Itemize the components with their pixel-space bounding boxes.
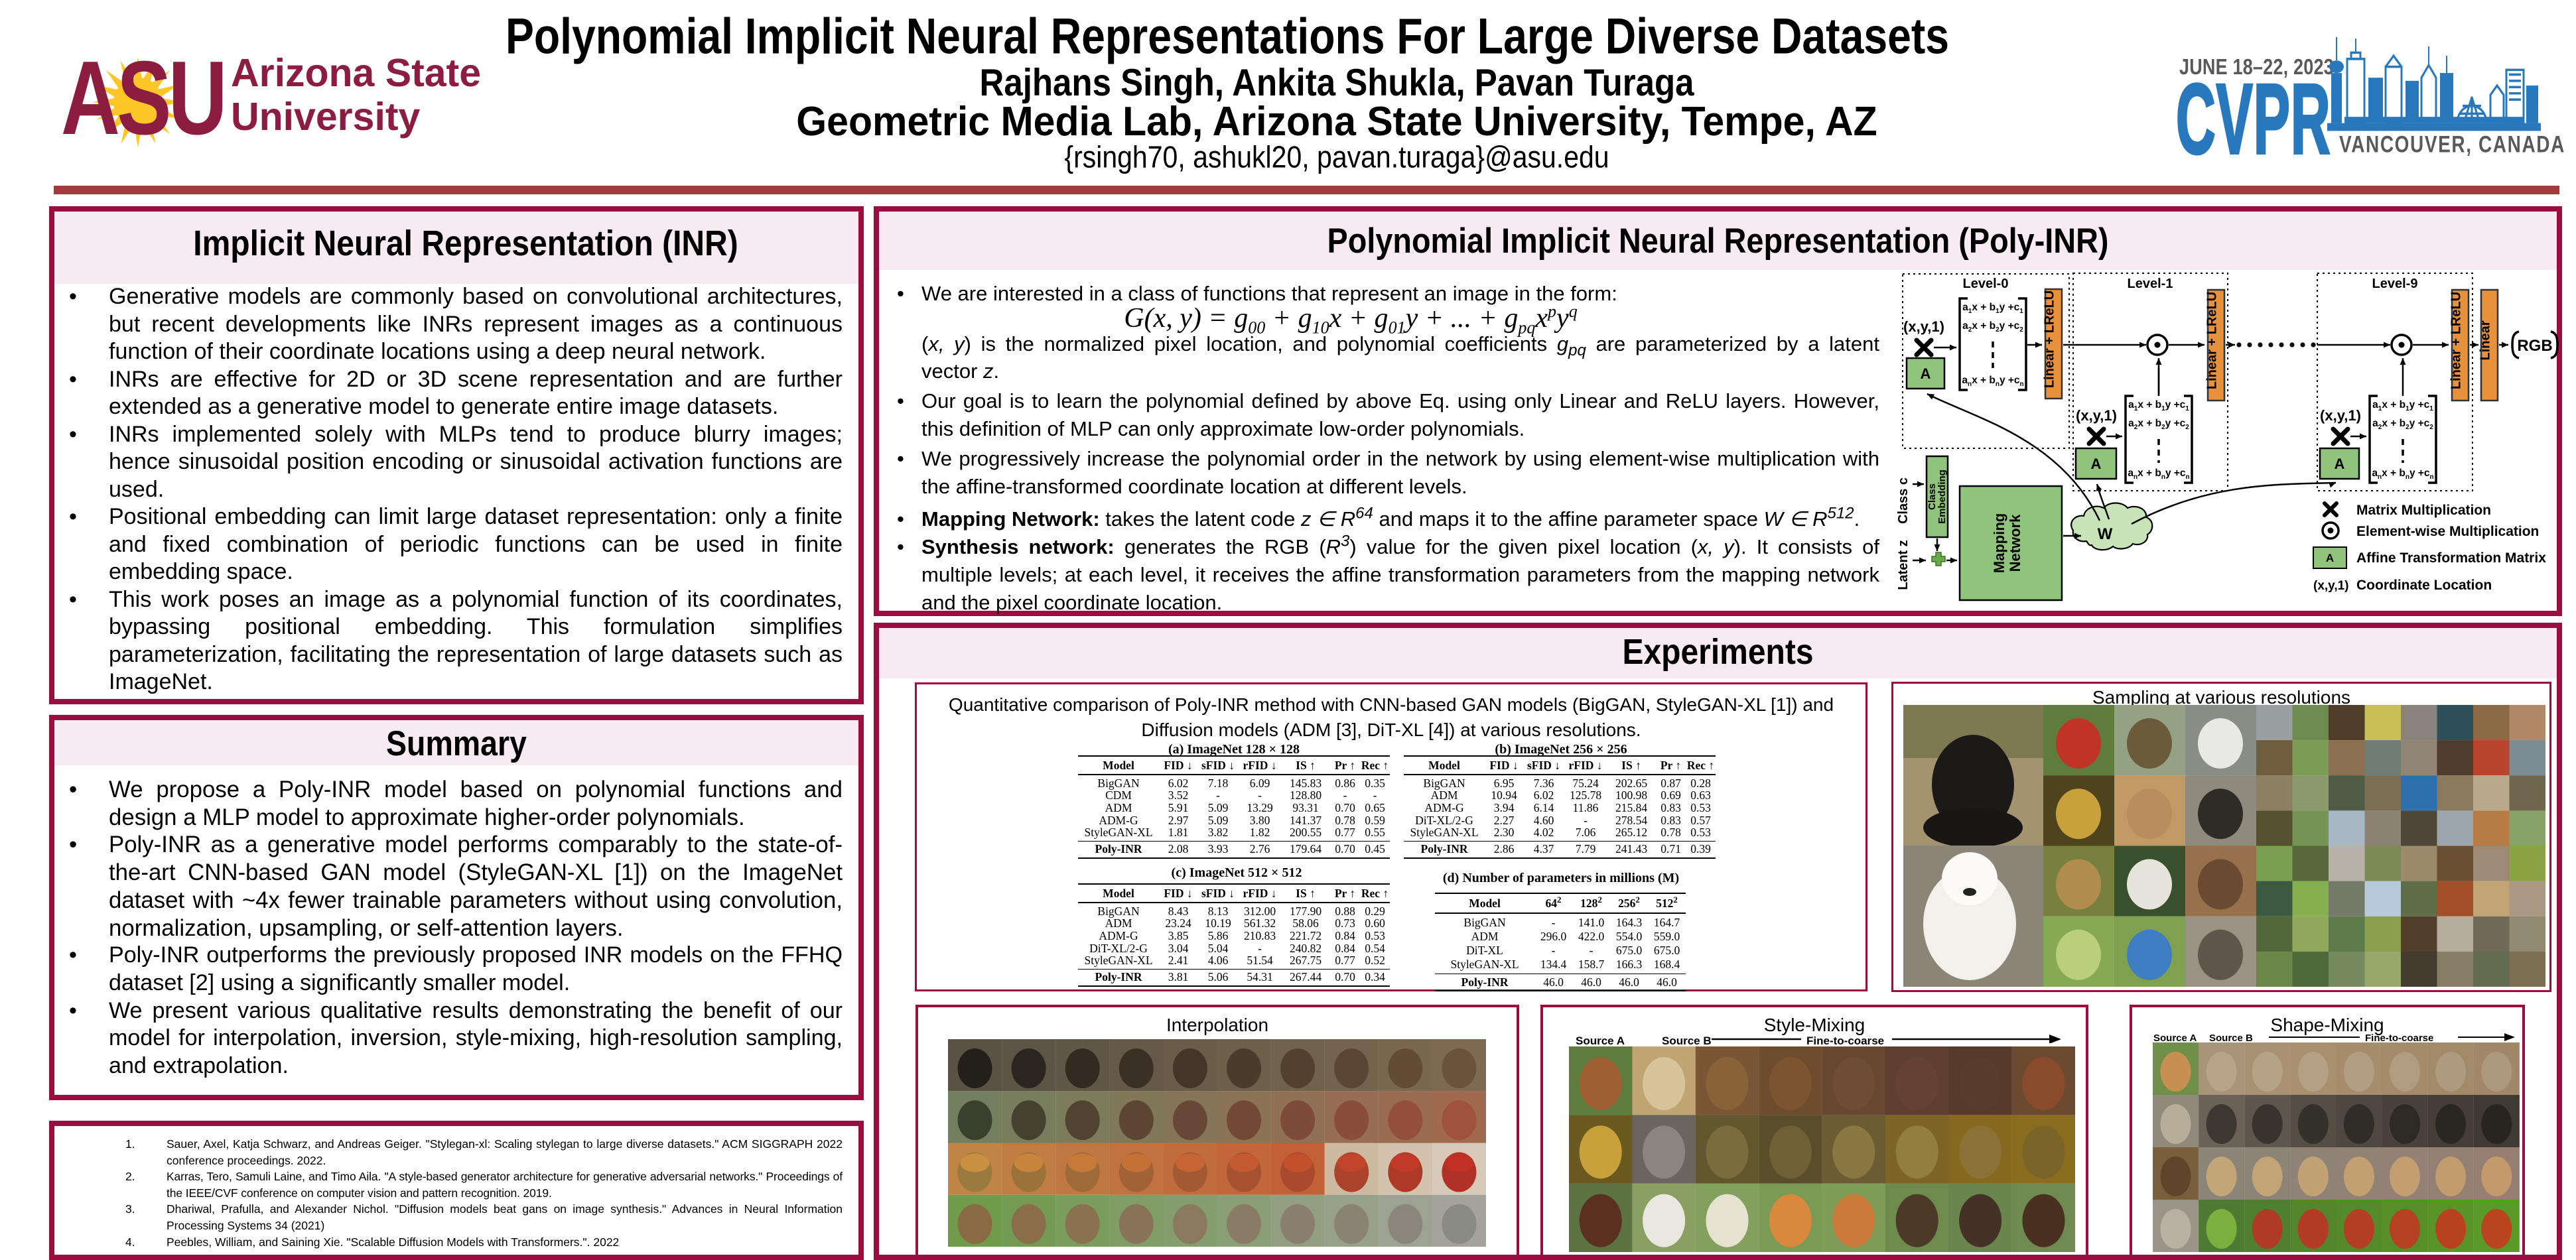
svg-text:Linear + LReLU: Linear + LReLU — [2205, 292, 2220, 389]
svg-text:Level-1: Level-1 — [2128, 277, 2173, 291]
svg-text:ASU: ASU — [61, 40, 224, 149]
svg-text:a1x + b1y +c1: a1x + b1y +c1 — [2372, 399, 2433, 412]
svg-text:Level-0: Level-0 — [1963, 277, 2009, 291]
svg-text:A: A — [1921, 365, 1931, 382]
svg-text:a2x + b2y +c2: a2x + b2y +c2 — [1962, 320, 2023, 334]
svg-text:Element-wise Multiplication: Element-wise Multiplication — [2356, 524, 2539, 539]
svg-text:a1x + b1y +c1: a1x + b1y +c1 — [2128, 399, 2189, 412]
svg-text:Arizona State: Arizona State — [231, 51, 481, 95]
svg-text:Linear + LReLU: Linear + LReLU — [2043, 290, 2057, 388]
svg-text:(x,y,1): (x,y,1) — [2076, 407, 2117, 424]
svg-text:W: W — [2098, 525, 2113, 543]
svg-text:a2x + b2y +c2: a2x + b2y +c2 — [2128, 418, 2189, 431]
svg-text:A: A — [2326, 552, 2334, 564]
svg-text:RGB: RGB — [2517, 337, 2552, 355]
svg-text:ClassEmbedding: ClassEmbedding — [1927, 470, 1948, 524]
svg-text:(x,y,1): (x,y,1) — [2320, 407, 2361, 424]
svg-text:A: A — [2335, 456, 2345, 472]
svg-text:Level-9: Level-9 — [2372, 277, 2418, 291]
svg-text:anx + bny +cn: anx + bny +cn — [1962, 375, 2023, 388]
svg-text:MappingNetwork: MappingNetwork — [1991, 513, 2023, 573]
svg-text:Coordinate Location: Coordinate Location — [2356, 578, 2492, 593]
svg-text:Latent z: Latent z — [1896, 540, 1911, 590]
svg-text:University: University — [231, 95, 420, 139]
svg-text:anx + bny +cn: anx + bny +cn — [2128, 468, 2189, 481]
svg-text:anx + bny +cn: anx + bny +cn — [2372, 468, 2433, 481]
svg-text:a2x + b2y +c2: a2x + b2y +c2 — [2372, 418, 2433, 431]
svg-text:Affine Transformation Matrix: Affine Transformation Matrix — [2356, 550, 2546, 566]
svg-text:A: A — [2091, 456, 2102, 472]
svg-text:a1x + b1y +c1: a1x + b1y +c1 — [1962, 302, 2023, 315]
svg-text:Linear: Linear — [2478, 320, 2493, 360]
svg-text:(x,y,1): (x,y,1) — [1903, 318, 1944, 335]
svg-text:Linear + LReLU: Linear + LReLU — [2449, 292, 2464, 389]
svg-text:Matrix Multiplication: Matrix Multiplication — [2356, 503, 2491, 518]
svg-text:Class c: Class c — [1896, 477, 1911, 524]
svg-text:(x,y,1): (x,y,1) — [2313, 579, 2349, 593]
